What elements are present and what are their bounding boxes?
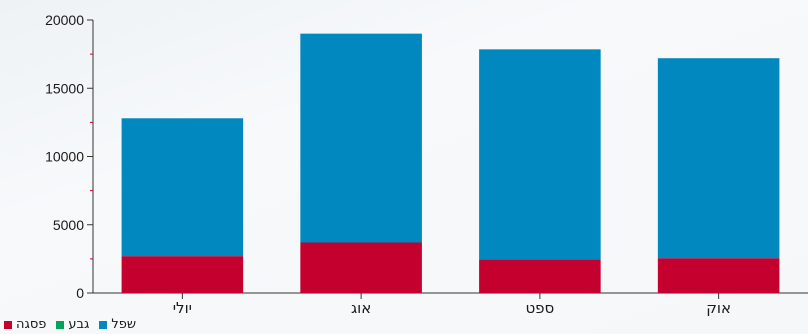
legend-swatch-series-2 (56, 320, 65, 329)
y-tick-label-3: 15000 (45, 80, 84, 96)
bar-1-series-0 (300, 242, 422, 293)
y-tick-label-4: 20000 (45, 12, 84, 28)
legend-swatch-series-1 (4, 320, 12, 329)
x-tick-label-3: אוק (706, 299, 731, 317)
bar-3-series-0 (657, 258, 780, 293)
bar-2-series-0 (479, 259, 601, 293)
bar-0-series-0 (121, 256, 244, 293)
bar-3-series-2 (657, 58, 780, 259)
y-tick-label-2: 10000 (45, 149, 84, 165)
legend-label-series-2: גבע (68, 317, 90, 332)
bar-0-series-2 (121, 118, 244, 257)
legend-label-series-1: פסגה (16, 317, 47, 332)
legend-item-series-2[interactable]: גבע (56, 317, 89, 332)
legend-item-series-1[interactable]: פסגה (4, 317, 46, 332)
legend-label-series-3: שפל (111, 317, 137, 332)
y-tick-label-0: 0 (76, 285, 84, 301)
bar-1-series-2 (300, 33, 422, 243)
x-tick-label-0: יולי (173, 299, 192, 317)
legend: שפל גבע פסגה (4, 317, 136, 332)
legend-item-series-3[interactable]: שפל (99, 317, 136, 332)
x-tick-label-1: אוג (351, 299, 371, 317)
bar-2-series-2 (479, 49, 601, 260)
x-tick-label-2: ספט (525, 299, 554, 317)
y-tick-label-1: 5000 (53, 217, 84, 233)
legend-swatch-series-3 (99, 320, 108, 329)
